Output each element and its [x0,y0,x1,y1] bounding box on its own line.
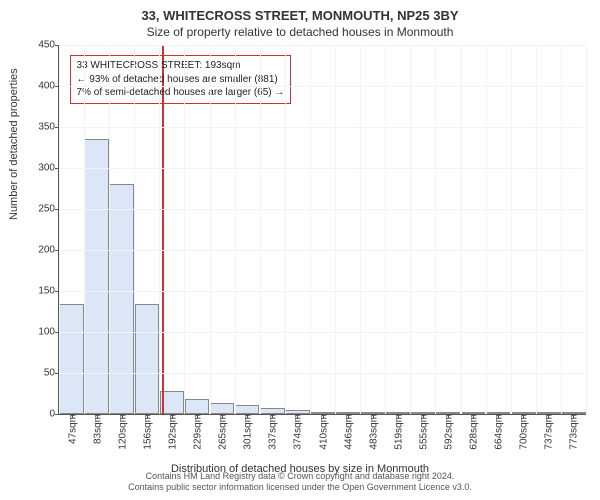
y-tick-mark [55,414,59,415]
gridline-v [360,45,361,414]
gridline-h [59,168,586,169]
gridline-v [235,45,236,414]
chart-footer: Contains HM Land Registry data © Crown c… [0,471,600,494]
annotation-box: 33 WHITECROSS STREET: 193sqm← 93% of det… [70,55,292,104]
chart-title-main: 33, WHITECROSS STREET, MONMOUTH, NP25 3B… [0,0,600,23]
bar [185,399,210,414]
x-tick-label: 301sqm [241,414,254,450]
y-axis-label: Number of detached properties [8,68,20,220]
x-tick-label: 337sqm [266,414,279,450]
gridline-v [335,45,336,414]
gridline-h [59,209,586,210]
annotation-line: 33 WHITECROSS STREET: 193sqm [77,59,285,73]
x-tick-label: 229sqm [191,414,204,450]
gridline-h [59,332,586,333]
gridline-v [210,45,211,414]
x-tick-label: 700sqm [517,414,530,450]
x-tick-label: 374sqm [291,414,304,450]
gridline-v [260,45,261,414]
gridline-h [59,45,586,46]
chart-title-sub: Size of property relative to detached ho… [0,23,600,45]
gridline-v [410,45,411,414]
annotation-line: ← 93% of detached houses are smaller (88… [77,73,285,87]
gridline-v [184,45,185,414]
x-tick-label: 773sqm [567,414,580,450]
x-tick-label: 555sqm [416,414,429,450]
bar [135,304,160,414]
x-tick-label: 737sqm [542,414,555,450]
x-tick-label: 592sqm [441,414,454,450]
annotation-line: 7% of semi-detached houses are larger (6… [77,86,285,100]
x-tick-label: 156sqm [140,414,153,450]
gridline-v [385,45,386,414]
gridline-h [59,86,586,87]
gridline-v [84,45,85,414]
x-tick-label: 47sqm [65,414,78,444]
footer-line-1: Contains HM Land Registry data © Crown c… [0,471,600,483]
gridline-v [310,45,311,414]
x-tick-label: 446sqm [341,414,354,450]
chart-plot-area: 33 WHITECROSS STREET: 193sqm← 93% of det… [58,45,586,415]
gridline-v [285,45,286,414]
bar [109,184,134,414]
gridline-v [109,45,110,414]
gridline-v [461,45,462,414]
gridline-v [536,45,537,414]
x-tick-label: 265sqm [216,414,229,450]
x-tick-label: 483sqm [366,414,379,450]
footer-line-2: Contains public sector information licen… [0,482,600,494]
gridline-h [59,127,586,128]
gridline-v [561,45,562,414]
gridline-v [586,45,587,414]
bar [59,304,84,414]
gridline-h [59,291,586,292]
x-tick-label: 664sqm [492,414,505,450]
gridline-v [159,45,160,414]
bar [210,403,235,414]
x-tick-label: 410sqm [316,414,329,450]
bar [235,405,260,414]
x-tick-label: 519sqm [391,414,404,450]
gridline-h [59,250,586,251]
x-tick-label: 120sqm [115,414,128,450]
gridline-h [59,373,586,374]
gridline-v [134,45,135,414]
x-tick-label: 83sqm [90,414,103,444]
gridline-v [435,45,436,414]
gridline-v [511,45,512,414]
x-tick-label: 628sqm [467,414,480,450]
x-tick-label: 192sqm [165,414,178,450]
gridline-v [59,45,60,414]
gridline-v [486,45,487,414]
